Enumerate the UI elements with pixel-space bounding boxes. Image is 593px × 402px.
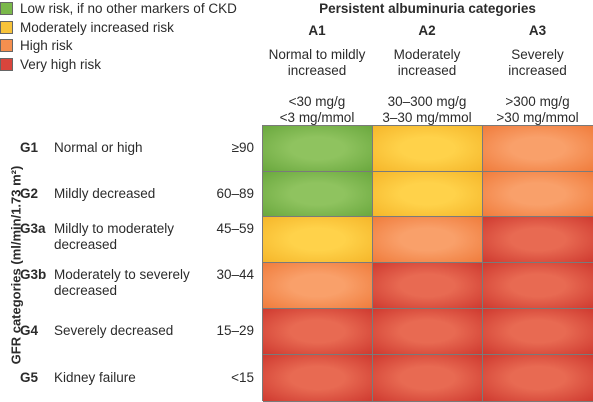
- risk-cell-g1-a3: [483, 126, 593, 172]
- row-description: Kidney failure: [54, 369, 136, 385]
- column-header-a1: A1 Normal to mildly increased <30 mg/g <3 …: [262, 22, 372, 126]
- risk-cell-g1-a2: [373, 126, 483, 172]
- risk-cell-g4-a3: [483, 309, 593, 355]
- risk-cell-g3b-a1: [263, 263, 373, 309]
- row-code: G1: [20, 140, 39, 155]
- risk-cell-g5-a1: [263, 355, 373, 402]
- row-description: Severely decreased: [54, 323, 174, 338]
- risk-cell-g5-a3: [483, 355, 593, 402]
- row-header-g3a: G3a Mildly to moderately decreased 45–59: [20, 216, 260, 262]
- row-description: Normal or high: [54, 140, 143, 155]
- column-code: A2: [418, 23, 436, 38]
- column-header-a2: A2 Moderately increased 30–300 mg/g 3–30 m…: [372, 22, 482, 126]
- risk-cell-g1-a1: [263, 126, 373, 172]
- legend-swatch: [0, 20, 13, 34]
- row-range: 45–59: [216, 221, 254, 236]
- row-code: G3a: [20, 221, 46, 236]
- legend-label: Low risk, if no other markers of CKD: [20, 1, 237, 16]
- column-header-a3: A3 Severely increased >300 mg/g >30 mg/mmo…: [482, 22, 593, 126]
- row-range: 60–89: [216, 185, 254, 201]
- risk-cell-g5-a2: [373, 355, 483, 402]
- risk-cell-g3a-a2: [373, 217, 483, 263]
- column-range: >300 mg/g >30 mg/mmol: [496, 94, 579, 125]
- row-range: 30–44: [216, 267, 254, 282]
- column-code: A1: [308, 23, 326, 38]
- row-range: <15: [231, 369, 254, 385]
- column-description: Moderately increased: [393, 47, 461, 78]
- risk-grid: [262, 125, 593, 402]
- legend-swatch: [0, 39, 13, 52]
- column-range: <30 mg/g <3 mg/mmol: [279, 94, 355, 125]
- risk-cell-g2-a3: [483, 172, 593, 217]
- column-description: Normal to mildly increased: [268, 47, 366, 78]
- risk-cell-g3b-a3: [483, 263, 593, 309]
- row-description: Mildly decreased: [54, 185, 156, 201]
- risk-cell-g4-a2: [373, 309, 483, 355]
- row-header-g3b: G3b Moderately to severely decreased 30–44: [20, 262, 260, 308]
- risk-cell-g3a-a1: [263, 217, 373, 263]
- risk-cell-g2-a2: [373, 172, 483, 217]
- risk-cell-g4-a1: [263, 309, 373, 355]
- row-header-g5: G5 Kidney failure <15: [20, 354, 260, 401]
- row-range: ≥90: [231, 140, 254, 155]
- row-header-g2: G2 Mildly decreased 60–89: [20, 171, 260, 216]
- legend-label: Very high risk: [20, 56, 102, 72]
- legend-swatch: [0, 2, 13, 15]
- row-header-g1: G1 Normal or high ≥90: [20, 125, 260, 171]
- row-code: G4: [20, 323, 39, 338]
- risk-cell-g2-a1: [263, 172, 373, 217]
- risk-cell-g3a-a3: [483, 217, 593, 263]
- legend-label: Moderately increased risk: [20, 19, 174, 35]
- row-header-g4: G4 Severely decreased 15–29: [20, 308, 260, 354]
- row-code: G5: [20, 369, 39, 385]
- column-description: Severely increased: [508, 47, 567, 78]
- legend-label: High risk: [20, 38, 73, 53]
- column-range: 30–300 mg/g 3–30 mg/mmol: [382, 94, 472, 125]
- columns-title: Persistent albuminuria categories: [319, 1, 536, 16]
- row-description: Mildly to moderately decreased: [54, 221, 175, 252]
- risk-cell-g3b-a2: [373, 263, 483, 309]
- legend-swatch: [0, 57, 13, 71]
- row-range: 15–29: [216, 323, 254, 338]
- row-description: Moderately to severely decreased: [54, 267, 190, 298]
- column-code: A3: [528, 23, 547, 38]
- row-code: G3b: [20, 267, 47, 282]
- row-code: G2: [20, 185, 39, 201]
